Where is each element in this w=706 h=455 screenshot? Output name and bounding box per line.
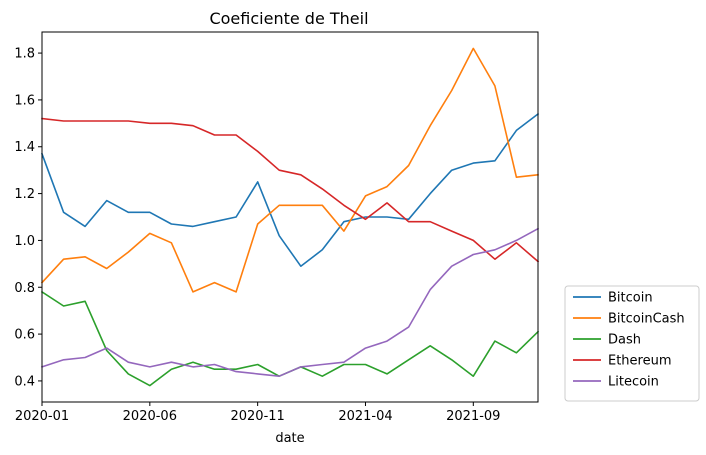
legend-label-bitcoincash: BitcoinCash — [608, 312, 685, 327]
series-line-bitcoincash — [40, 47, 539, 293]
x-tick-label: 2020-01 — [15, 409, 69, 424]
legend-box — [564, 285, 700, 402]
legend-label-litecoin: Litecoin — [608, 375, 659, 390]
x-tick-label: 2020-06 — [123, 409, 177, 424]
series-line-litecoin — [40, 227, 540, 378]
y-tick-label: 1.0 — [14, 234, 35, 249]
y-tick-label: 1.4 — [14, 140, 35, 155]
y-tick-label: 1.6 — [14, 93, 35, 108]
series-line-ethereum — [41, 117, 540, 263]
y-tick-label: 1.2 — [14, 187, 35, 202]
x-tick-label: 2021-09 — [446, 409, 500, 424]
x-axis: 2020-01 2020-06 2020-11 2021-04 2021-09 — [15, 402, 500, 424]
plot-series — [40, 47, 540, 387]
y-tick-label: 0.4 — [14, 374, 35, 389]
y-tick-label: 0.8 — [14, 281, 35, 296]
x-tick-label: 2021-04 — [338, 409, 392, 424]
legend: Bitcoin BitcoinCash Dash Ethereum Litecoin — [564, 285, 700, 402]
x-axis-label: date — [275, 431, 304, 446]
legend-label-bitcoin: Bitcoin — [608, 291, 653, 306]
chart-title: Coeficiente de Theil — [209, 9, 368, 28]
x-tick-label: 2020-11 — [230, 409, 284, 424]
plot-frame — [41, 31, 539, 403]
y-axis: 0.4 0.6 0.8 1.0 1.2 1.4 1.6 1.8 — [14, 47, 42, 389]
legend-label-ethereum: Ethereum — [608, 354, 672, 369]
legend-label-dash: Dash — [608, 333, 641, 348]
y-tick-label: 0.6 — [14, 328, 35, 343]
y-tick-label: 1.8 — [14, 47, 35, 62]
series-line-bitcoin — [40, 112, 540, 268]
